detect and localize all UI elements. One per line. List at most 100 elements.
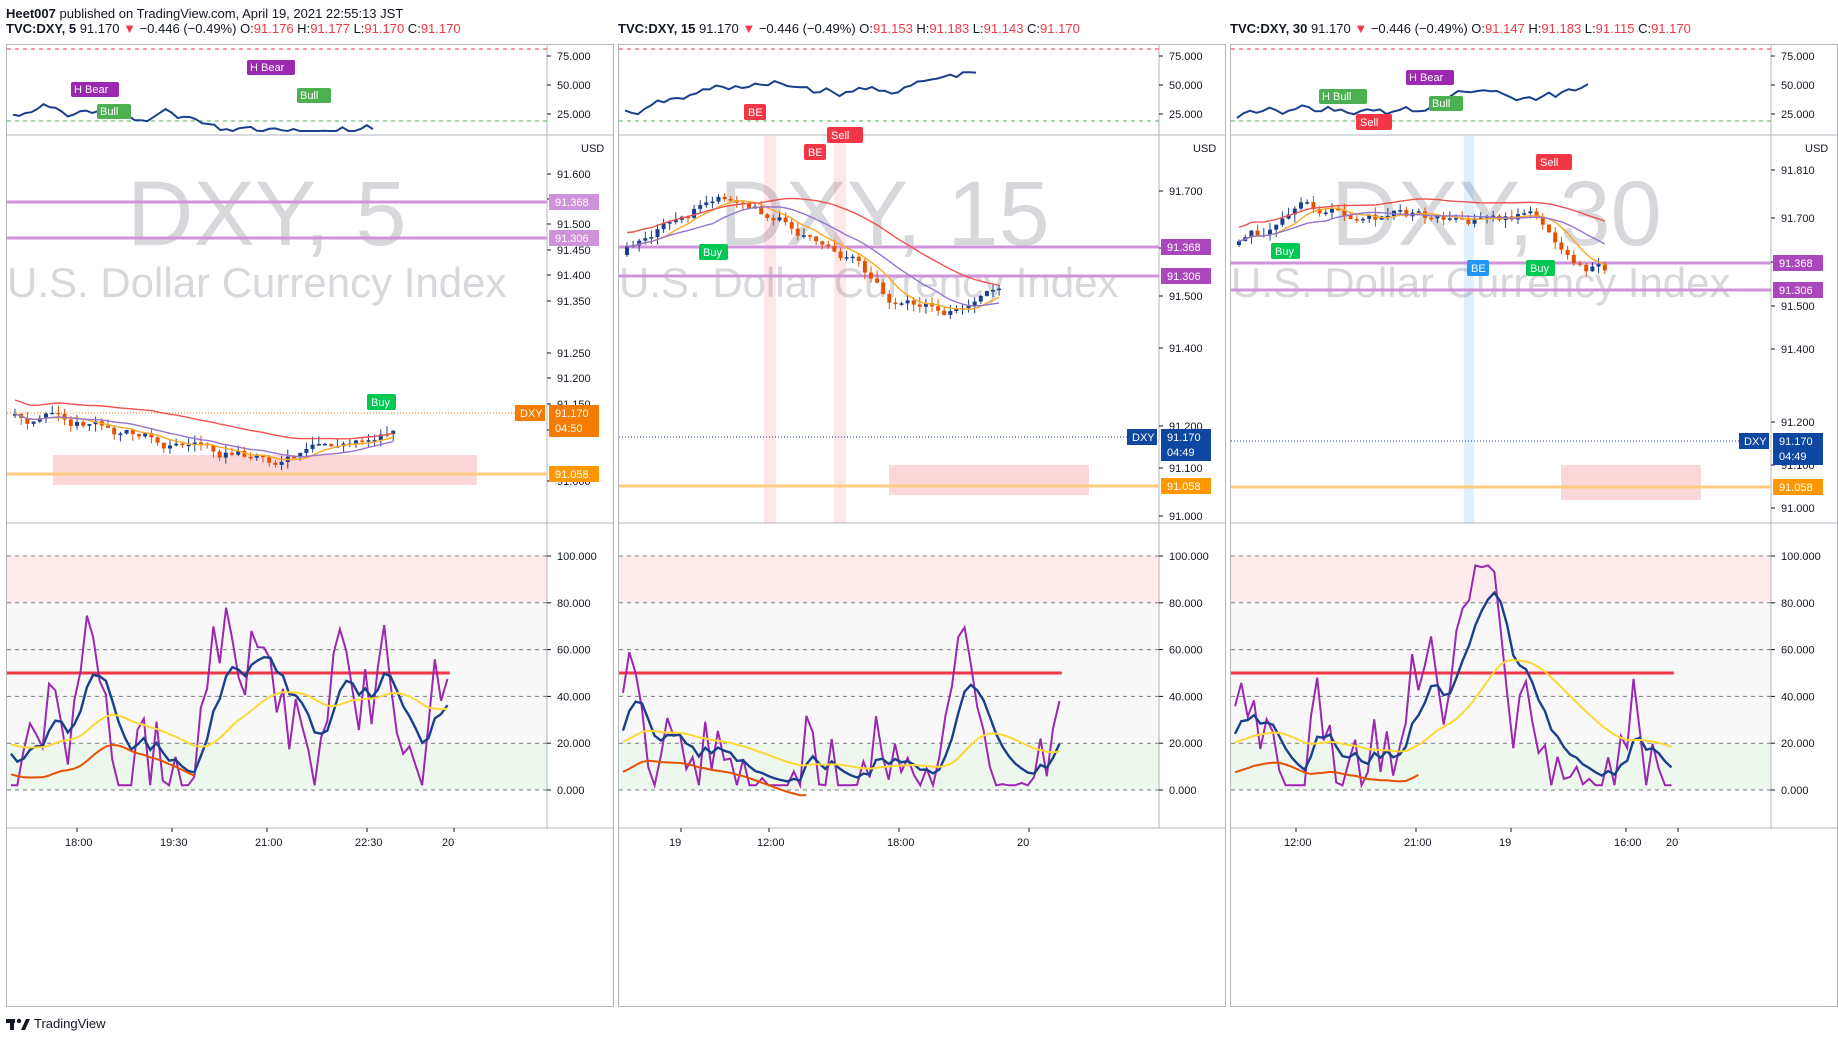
chart-pane-30m[interactable]: 75.000 50.000 25.000 H Bull H Bear Bull DXY, 3… xyxy=(1230,44,1838,1007)
candle[interactable] xyxy=(692,204,697,220)
candle[interactable] xyxy=(180,442,185,449)
candle[interactable] xyxy=(31,421,36,427)
candle[interactable] xyxy=(25,411,30,430)
chart-canvas[interactable]: 75.000 50.000 25.000 H Bull H Bear Bull DXY, 3… xyxy=(1231,45,1837,1006)
signal-label[interactable]: Buy xyxy=(367,394,396,410)
time-axis[interactable]: 19 12:00 18:00 20 xyxy=(669,828,1030,849)
price-pane[interactable]: DXY, 30U.S. Dollar Currency IndexSellSel… xyxy=(1231,114,1828,523)
last-price-tag[interactable]: DXY 91.170 04:50 xyxy=(515,405,599,437)
time-axis[interactable]: 18:00 19:30 21:00 22:30 20 xyxy=(65,828,455,849)
candle[interactable] xyxy=(168,439,172,454)
candle[interactable] xyxy=(1299,197,1303,211)
candle[interactable] xyxy=(366,434,371,447)
chart-canvas[interactable]: 75.000 50.000 25.000 H Bear Bull H Bear Bull DX… xyxy=(7,45,613,1006)
candle[interactable] xyxy=(1590,262,1595,272)
rsi-signal-label[interactable]: H Bear xyxy=(247,60,295,75)
candle[interactable] xyxy=(1305,199,1310,205)
candle[interactable] xyxy=(329,443,334,447)
signal-label[interactable]: Buy xyxy=(1271,243,1300,259)
rsi-pane[interactable]: 75.000 50.000 25.000 H Bull H Bear Bull xyxy=(1231,48,1815,122)
candle[interactable] xyxy=(801,228,806,239)
candle[interactable] xyxy=(149,428,154,444)
candle[interactable] xyxy=(875,270,880,284)
oscillator-pane[interactable]: 100.000 80.000 60.000 40.000 20.000 0.000 xyxy=(619,551,1209,797)
candle[interactable] xyxy=(1584,263,1589,277)
level-price-tag[interactable]: 91.368 xyxy=(549,194,599,210)
candle[interactable] xyxy=(625,242,629,257)
candle[interactable] xyxy=(838,247,843,261)
rsi-signal-label[interactable]: H Bull xyxy=(1319,89,1367,104)
candle[interactable] xyxy=(887,290,892,310)
candle[interactable] xyxy=(984,290,989,297)
candle[interactable] xyxy=(130,428,135,441)
candle[interactable] xyxy=(789,218,794,235)
price-pane[interactable]: DXY, 15U.S. Dollar Currency IndexBEBESel… xyxy=(619,104,1216,523)
candle[interactable] xyxy=(820,240,825,250)
candle[interactable] xyxy=(698,200,703,214)
candle[interactable] xyxy=(948,304,953,320)
signal-label[interactable]: BE xyxy=(1467,260,1489,276)
level-price-tag[interactable]: 91.058 xyxy=(1773,479,1823,495)
candle[interactable] xyxy=(844,250,849,262)
level-price-tag[interactable]: 91.306 xyxy=(549,230,599,246)
rsi-pane[interactable]: 75.000 50.000 25.000 xyxy=(619,48,1203,122)
candle[interactable] xyxy=(710,196,715,209)
candle[interactable] xyxy=(1311,195,1316,214)
candle[interactable] xyxy=(1491,210,1496,222)
candle[interactable] xyxy=(661,218,666,233)
candle[interactable] xyxy=(261,455,265,463)
candle[interactable] xyxy=(862,257,867,280)
level-price-tag[interactable]: 91.058 xyxy=(1161,478,1211,494)
candle[interactable] xyxy=(1441,211,1446,226)
candle[interactable] xyxy=(87,424,92,431)
candle[interactable] xyxy=(1361,217,1365,224)
candle[interactable] xyxy=(1553,227,1558,250)
candle[interactable] xyxy=(1522,209,1527,216)
candle[interactable] xyxy=(795,222,800,241)
candle[interactable] xyxy=(1255,224,1260,237)
last-price-tag[interactable]: DXY 91.170 04:49 xyxy=(1739,433,1823,465)
candle[interactable] xyxy=(323,442,327,446)
level-price-tag[interactable]: 91.058 xyxy=(549,466,599,482)
candle[interactable] xyxy=(936,299,941,316)
level-price-tag[interactable]: 91.368 xyxy=(1773,255,1823,271)
candle[interactable] xyxy=(978,294,983,304)
candle[interactable] xyxy=(917,297,922,313)
candle[interactable] xyxy=(856,253,861,267)
chart-pane-5m[interactable]: 75.000 50.000 25.000 H Bear Bull H Bear Bull DX… xyxy=(6,44,614,1007)
candle[interactable] xyxy=(304,442,309,459)
candle[interactable] xyxy=(155,436,160,446)
candle[interactable] xyxy=(869,266,873,283)
candle[interactable] xyxy=(50,405,55,415)
candle[interactable] xyxy=(655,224,660,245)
candle[interactable] xyxy=(783,212,788,226)
candle[interactable] xyxy=(118,431,123,442)
candle[interactable] xyxy=(174,438,179,447)
candle[interactable] xyxy=(391,430,396,442)
signal-label[interactable]: Buy xyxy=(1526,260,1555,276)
tradingview-brand[interactable]: TradingView xyxy=(34,1016,106,1031)
candle[interactable] xyxy=(137,433,141,440)
candle[interactable] xyxy=(1404,207,1409,218)
candle[interactable] xyxy=(893,297,898,310)
price-pane[interactable]: DXY, 5U.S. Dollar Currency Index Buy USD 91… xyxy=(7,143,604,488)
candle[interactable] xyxy=(1292,206,1297,223)
candle[interactable] xyxy=(385,426,389,438)
signal-label[interactable]: Sell xyxy=(1536,154,1572,170)
candle[interactable] xyxy=(310,436,315,453)
candle[interactable] xyxy=(1286,207,1291,220)
candle[interactable] xyxy=(850,254,855,263)
candle[interactable] xyxy=(161,442,166,454)
signal-label[interactable]: BE xyxy=(804,144,826,160)
chart-pane-15m[interactable]: 75.000 50.000 25.000 DXY, 15 U.S. Dollar Cur… xyxy=(618,44,1226,1007)
signal-label[interactable]: BE xyxy=(744,104,766,120)
candle[interactable] xyxy=(997,284,1002,296)
signal-label[interactable]: Sell xyxy=(827,127,863,143)
candle[interactable] xyxy=(1268,222,1272,241)
candle[interactable] xyxy=(1602,261,1607,275)
candle[interactable] xyxy=(1274,224,1279,238)
rsi-signal-label[interactable]: Bull xyxy=(297,88,331,103)
time-axis[interactable]: 12:00 21:00 19 16:00 20 xyxy=(1284,828,1679,849)
rsi-signal-label[interactable]: Bull xyxy=(97,104,131,119)
